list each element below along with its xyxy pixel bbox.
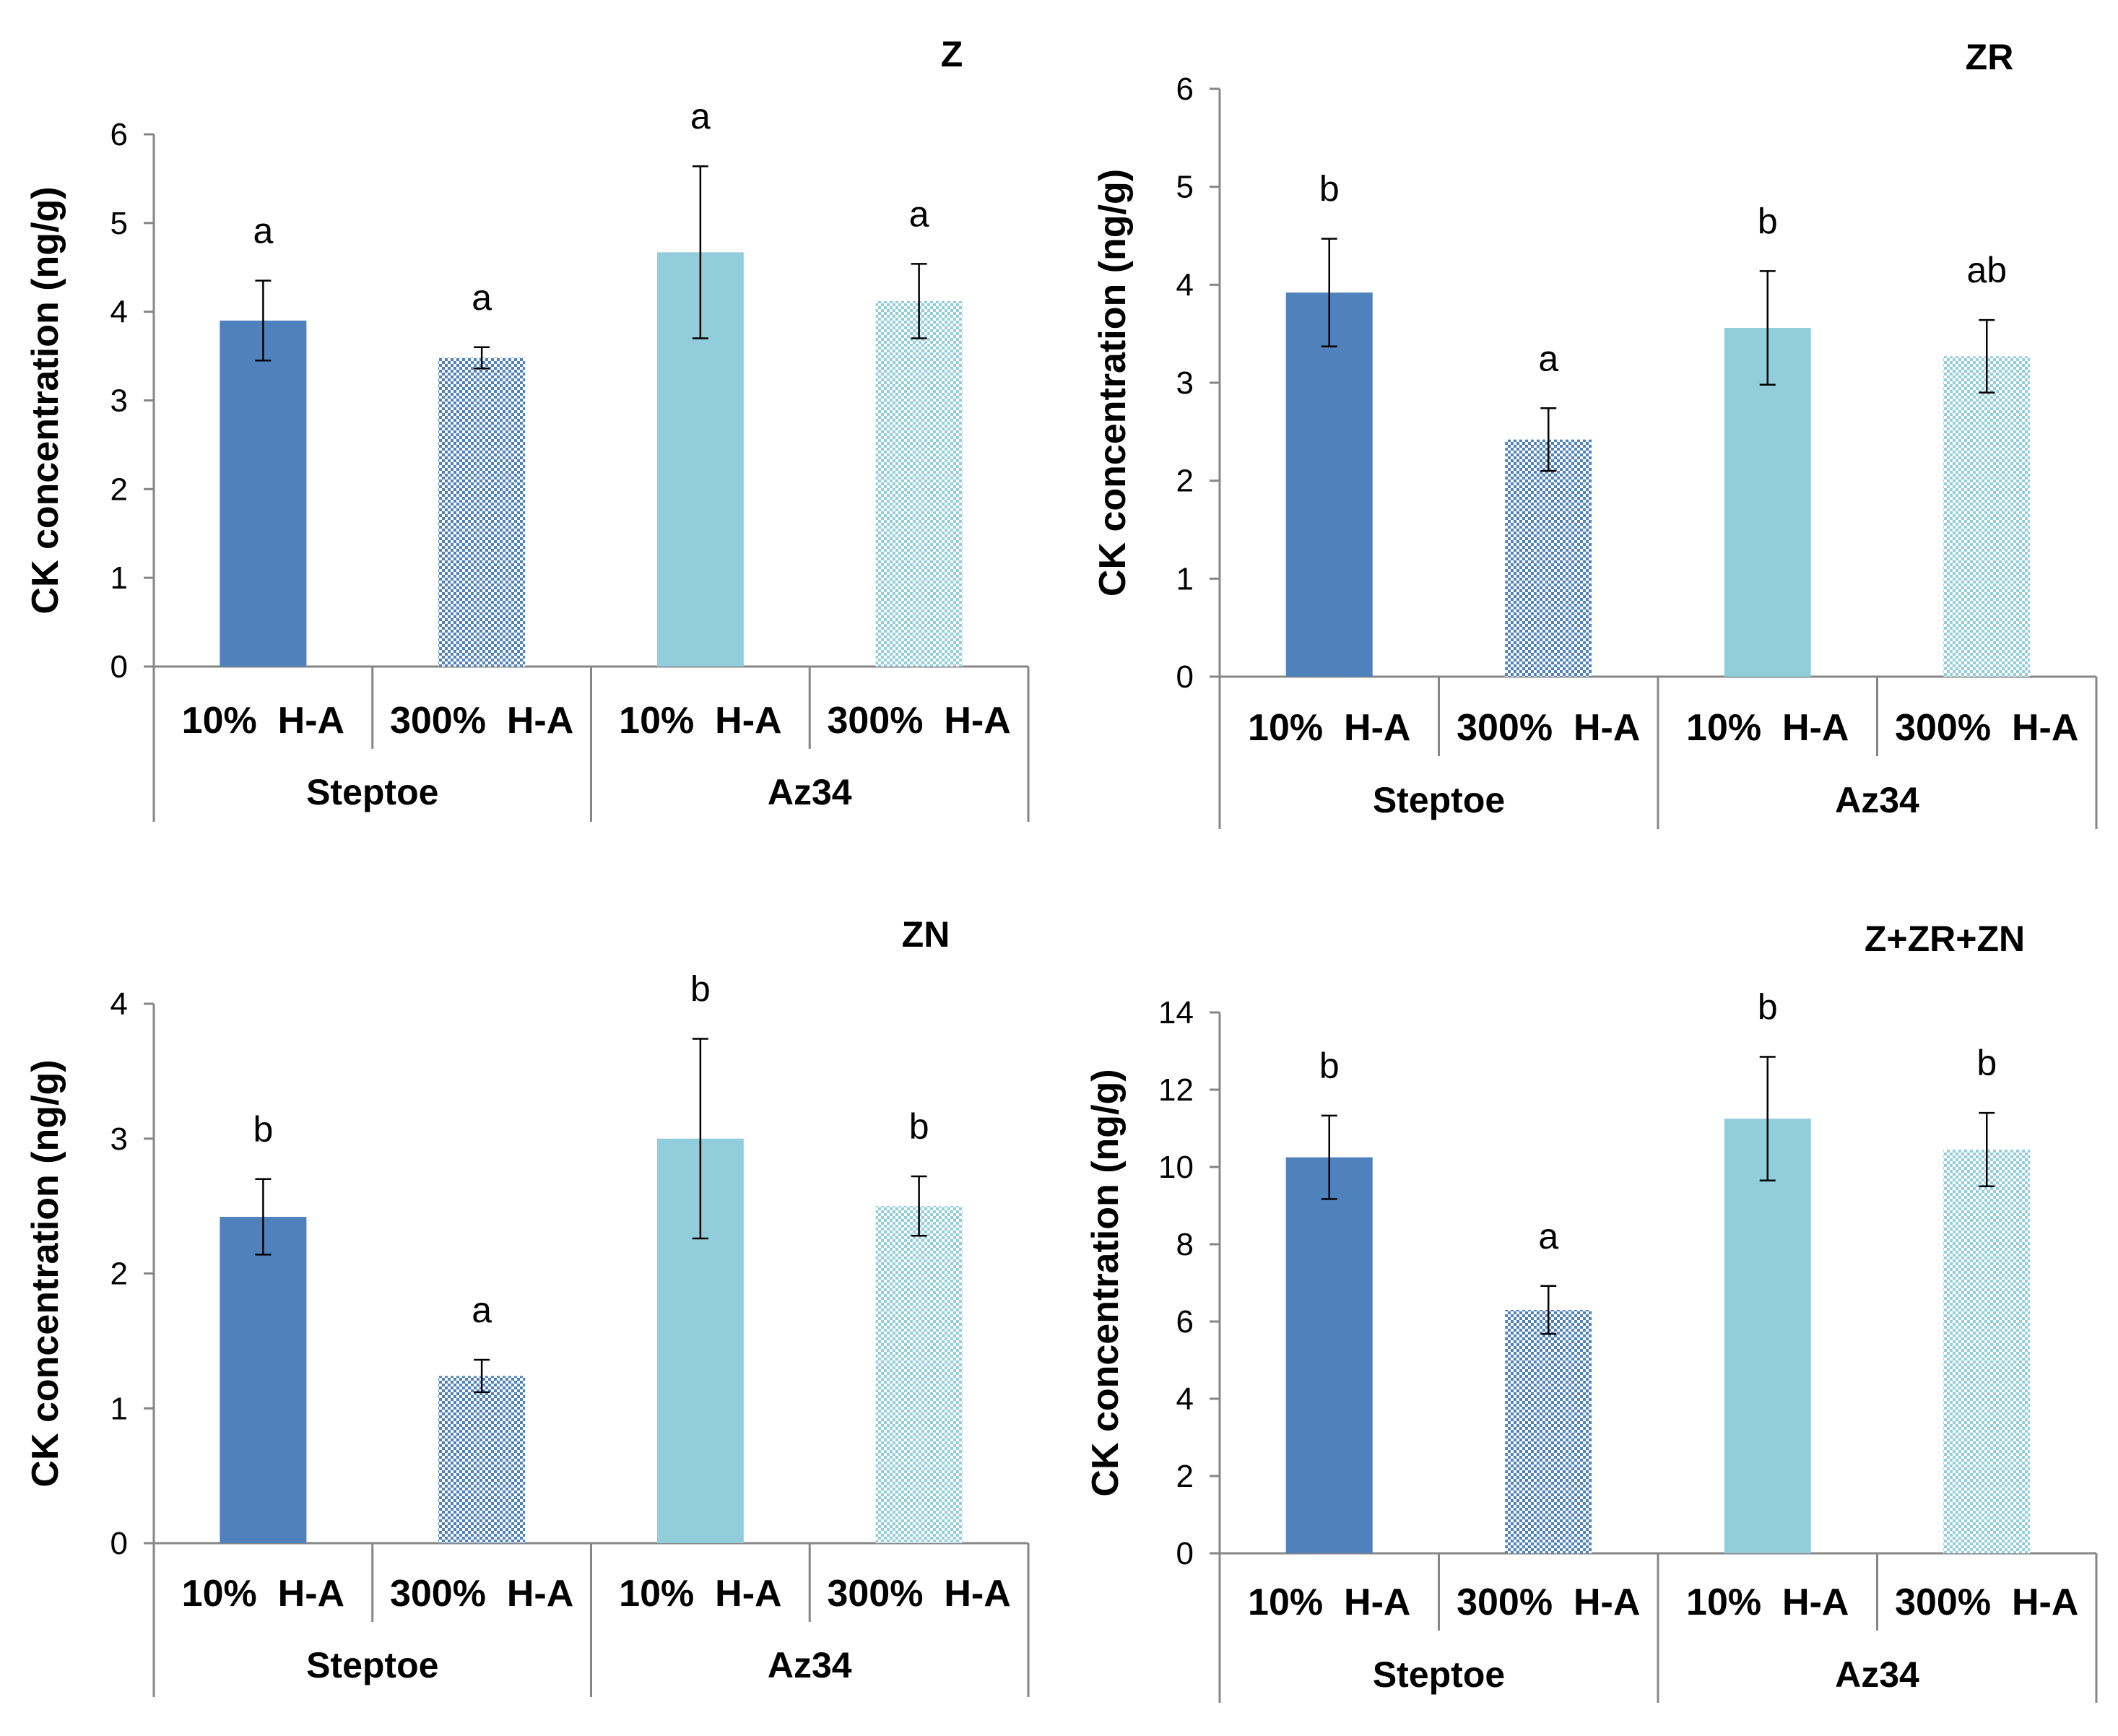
y-tick-label: 8 [1176, 1227, 1194, 1262]
bar [1943, 1149, 2031, 1553]
y-axis-label: CK concentration (ng/g) [1085, 1069, 1127, 1496]
y-tick-label: 4 [1176, 1381, 1194, 1417]
significance-label: ab [1966, 250, 2007, 290]
y-tick-label: 2 [1176, 464, 1194, 499]
bar [875, 1206, 963, 1543]
significance-label: b [1319, 1046, 1340, 1086]
significance-label: b [1319, 169, 1340, 209]
category-label: 300% H-A [827, 700, 1010, 742]
significance-label: b [1758, 201, 1778, 241]
y-axis-label: CK concentration (ng/g) [1092, 169, 1134, 596]
category-label: 10% H-A [182, 1573, 344, 1615]
category-label: 300% H-A [1895, 707, 2078, 749]
y-tick-label: 3 [110, 383, 128, 419]
chart-panel-1: Z CK concentration (ng/g) 0 1 2 3 4 5 6 a 10% H-A a… [25, 34, 1030, 822]
chart-title: Z [941, 34, 963, 74]
bar [1285, 292, 1373, 677]
significance-label: b [909, 1106, 929, 1147]
group-label: Az34 [768, 772, 852, 812]
chart-panel-2: ZR CK concentration (ng/g) 0 1 2 3 4 5 6 b 10% H-A… [1092, 37, 2098, 829]
bar [1724, 328, 1811, 677]
significance-label: b [253, 1109, 273, 1150]
y-tick-label: 6 [110, 117, 128, 152]
y-tick-label: 1 [1176, 561, 1194, 596]
chart-panel-4: Z+ZR+ZN CK concentration (ng/g) 0 2 4 6 8 10 12 1… [1085, 919, 2098, 1703]
bar [1285, 1157, 1373, 1553]
category-label: 300% H-A [1895, 1581, 2078, 1623]
category-label: 10% H-A [1248, 1581, 1410, 1623]
category-label: 300% H-A [1457, 707, 1640, 749]
bar [220, 1217, 307, 1543]
y-tick-label: 1 [110, 560, 128, 596]
y-axis-label: CK concentration (ng/g) [25, 186, 66, 614]
category-label: 10% H-A [1248, 707, 1410, 749]
significance-label: b [1758, 987, 1778, 1028]
y-tick-label: 14 [1158, 995, 1194, 1030]
bar [875, 300, 963, 667]
y-tick-label: 0 [110, 1526, 128, 1561]
group-label: Steptoe [1373, 780, 1505, 820]
y-tick-label: 3 [1176, 365, 1194, 401]
y-tick-label: 6 [1176, 71, 1194, 107]
bar [220, 320, 307, 667]
y-tick-label: 2 [1176, 1459, 1194, 1494]
y-tick-label: 5 [1176, 170, 1194, 205]
y-tick-label: 12 [1158, 1072, 1194, 1108]
y-tick-label: 4 [110, 986, 128, 1022]
bar [1724, 1119, 1811, 1553]
significance-label: b [690, 969, 711, 1010]
category-label: 10% H-A [1686, 1581, 1849, 1623]
significance-label: a [1538, 1216, 1558, 1257]
y-tick-label: 3 [110, 1121, 128, 1157]
group-label: Az34 [1835, 780, 1919, 820]
significance-label: a [472, 1290, 492, 1330]
y-axis-label: CK concentration (ng/g) [25, 1059, 66, 1487]
group-label: Az34 [768, 1645, 852, 1685]
y-tick-label: 0 [1176, 659, 1194, 695]
category-label: 10% H-A [619, 1573, 781, 1615]
group-label: Steptoe [306, 1645, 438, 1685]
y-tick-label: 0 [110, 649, 128, 685]
bar [1505, 439, 1592, 677]
chart-title: Z+ZR+ZN [1865, 919, 2025, 959]
y-tick-label: 1 [110, 1391, 128, 1426]
category-label: 300% H-A [827, 1573, 1010, 1615]
significance-label: a [690, 96, 711, 136]
bar [438, 357, 526, 667]
group-label: Steptoe [1373, 1654, 1505, 1695]
significance-label: a [472, 277, 492, 318]
bar [438, 1376, 526, 1543]
y-tick-label: 0 [1176, 1536, 1194, 1571]
significance-label: b [1976, 1043, 1997, 1083]
y-tick-label: 5 [110, 206, 128, 241]
chart-panel-3: ZN CK concentration (ng/g) 0 1 2 3 4 b 10% H-A a 3… [25, 914, 1030, 1697]
bar [1943, 356, 2031, 677]
y-tick-label: 4 [110, 295, 128, 330]
category-label: 10% H-A [182, 700, 344, 742]
y-tick-label: 2 [110, 472, 128, 507]
bar [1505, 1309, 1592, 1553]
group-label: Steptoe [306, 772, 438, 812]
y-tick-label: 10 [1158, 1150, 1194, 1185]
chart-title: ZR [1966, 37, 2014, 77]
category-label: 300% H-A [390, 1573, 573, 1615]
category-label: 10% H-A [1686, 707, 1849, 749]
y-tick-label: 2 [110, 1257, 128, 1292]
group-label: Az34 [1835, 1654, 1919, 1695]
y-tick-label: 4 [1176, 267, 1194, 303]
category-label: 300% H-A [390, 700, 573, 742]
category-label: 300% H-A [1457, 1581, 1640, 1623]
chart-title: ZN [902, 914, 950, 955]
significance-label: a [253, 211, 273, 251]
category-label: 10% H-A [619, 700, 781, 742]
y-tick-label: 6 [1176, 1304, 1194, 1340]
significance-label: a [1538, 338, 1558, 378]
significance-label: a [909, 194, 929, 234]
